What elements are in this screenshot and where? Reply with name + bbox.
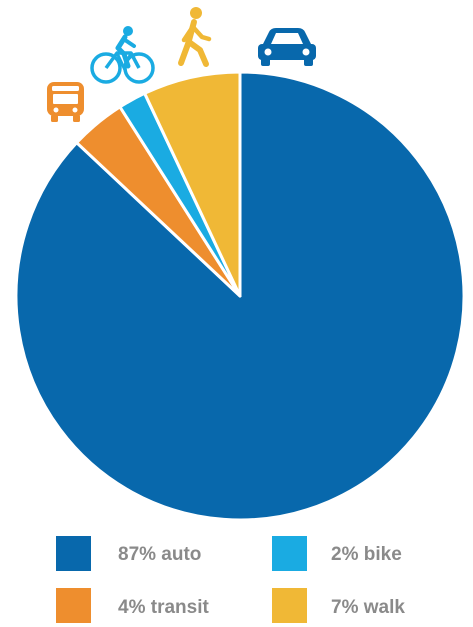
legend-swatch-walk [272,588,307,623]
legend-swatch-auto [56,536,91,571]
legend-label-transit: 4% transit [118,597,209,618]
legend-swatch-transit [56,588,91,623]
legend-label-bike: 2% bike [331,544,402,565]
legend: 87% auto 2% bike 4% transit 7% walk [56,536,405,623]
legend-swatch-bike [272,536,307,571]
pie-slices [16,72,464,520]
legend-label-walk: 7% walk [331,597,405,618]
bicycle-icon [92,26,153,82]
legend-label-auto: 87% auto [118,544,201,565]
pedestrian-icon [181,7,209,64]
car-icon [258,28,316,66]
bus-icon [47,82,84,122]
